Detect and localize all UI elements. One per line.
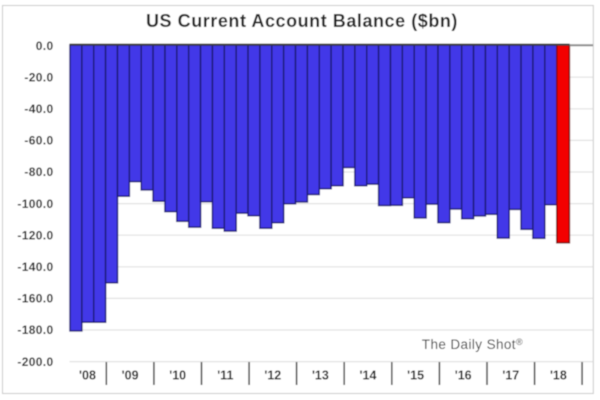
svg-text:'08: '08	[79, 369, 96, 383]
svg-text:'15: '15	[407, 369, 424, 383]
svg-text:-20.0: -20.0	[24, 70, 53, 84]
svg-text:-120.0: -120.0	[17, 228, 53, 242]
svg-text:-180.0: -180.0	[17, 323, 53, 337]
svg-text:'17: '17	[502, 369, 519, 383]
svg-text:'13: '13	[312, 369, 329, 383]
svg-text:The Daily Shot®: The Daily Shot®	[422, 337, 523, 352]
svg-text:'18: '18	[550, 369, 567, 383]
svg-text:'14: '14	[360, 369, 377, 383]
svg-text:'09: '09	[122, 369, 139, 383]
svg-text:-40.0: -40.0	[24, 102, 53, 116]
svg-text:-60.0: -60.0	[24, 134, 53, 148]
svg-text:'11: '11	[217, 369, 233, 383]
svg-text:'10: '10	[169, 369, 186, 383]
svg-text:-100.0: -100.0	[17, 197, 53, 211]
svg-text:'16: '16	[455, 369, 472, 383]
svg-text:0.0: 0.0	[36, 39, 54, 53]
svg-text:'12: '12	[264, 369, 281, 383]
svg-text:-80.0: -80.0	[24, 165, 53, 179]
svg-text:-140.0: -140.0	[17, 260, 53, 274]
svg-text:-200.0: -200.0	[17, 355, 53, 369]
svg-text:US Current Account Balance ($b: US Current Account Balance ($bn)	[146, 11, 458, 31]
svg-text:-160.0: -160.0	[17, 292, 53, 306]
